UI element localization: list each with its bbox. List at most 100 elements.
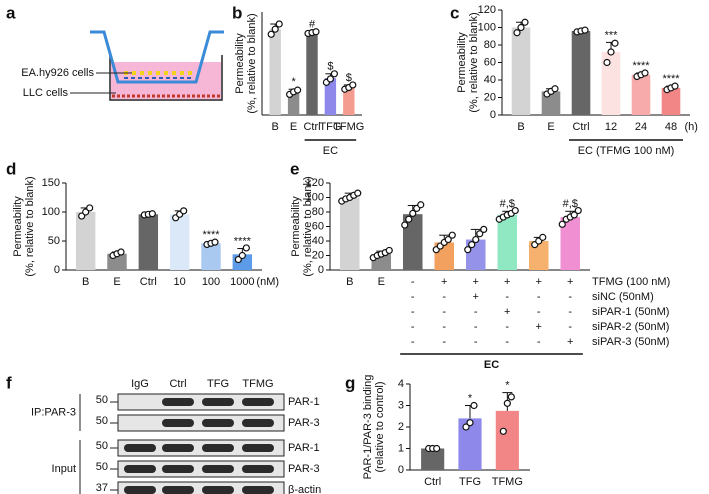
band [162,444,194,452]
y-tick-label: 4 [398,378,404,390]
y-tick-label: 100 [478,21,496,33]
panel-label: d [6,159,16,178]
condition-mark: - [411,291,415,303]
band [242,444,274,452]
y-tick-label: 60 [312,220,324,232]
significance: $ [327,61,333,73]
panel-label: g [345,373,355,392]
data-point [312,28,320,36]
data-point [444,235,452,244]
y-axis-label: PAR-1/PAR-3 binding [362,375,374,480]
condition-mark: - [505,321,509,333]
panel-label: b [232,3,242,22]
bar [201,243,221,270]
y-tick-label: 0 [490,109,496,121]
condition-mark: + [567,276,573,288]
x-tick-label: B [272,121,279,133]
data-point [539,233,547,241]
significance: * [505,380,510,392]
significance: **** [234,235,252,247]
bar [343,87,355,115]
data-point [433,444,441,453]
x-tick-label: E [290,121,297,133]
data-point [517,23,525,32]
y-tick-label: 60 [484,56,496,68]
data-point [405,215,413,223]
x-tick-label: Ctrl [572,121,589,133]
bar [269,29,281,116]
band [202,444,234,452]
condition-mark: + [567,336,573,348]
significance: * [291,76,296,88]
protein-label: PAR-1 [288,396,320,408]
y-axis-label: (%, relative to blank) [246,13,258,113]
data-point [294,86,302,94]
significance: $ [346,72,352,84]
data-point [611,39,619,47]
x-tick-label: TFG [459,476,481,488]
bar [497,214,518,270]
x-tick-label: 12 [605,121,617,133]
y-tick-label: 80 [312,206,324,218]
data-point [558,220,566,228]
band [202,398,234,406]
y-tick-label: 120 [478,4,496,16]
data-point [326,75,334,83]
bar [511,27,531,115]
data-point [117,248,125,256]
y-axis-label: Permeability [290,196,302,257]
bar [324,78,337,115]
mw-label: 50 [96,415,108,427]
panel-label: a [6,3,16,22]
y-tick-label: 120 [306,177,324,189]
data-point [385,246,393,255]
condition-mark: - [568,306,572,318]
x-unit: (nM) [256,276,279,288]
y-axis-label: Permeability [234,33,246,94]
group-name: Input [52,463,76,475]
y-axis-label: Permeability [12,196,24,257]
x-tick-label: E [378,276,385,288]
panel-label: e [290,159,299,178]
data-point [417,201,425,209]
band [162,486,194,494]
condition-mark: - [568,291,572,303]
data-point [238,251,246,260]
x-tick-label: 100 [202,276,220,288]
condition-mark: + [536,276,542,288]
condition-name: siPAR-1 (50nM) [592,306,669,318]
panel-label: c [450,3,459,22]
protein-label: PAR-1 [288,442,320,454]
data-point [464,246,472,254]
data-point [671,82,679,90]
band [242,398,274,406]
y-axis-label: (%, relative to blank) [24,176,36,276]
data-point [513,29,521,37]
data-point [271,25,279,33]
x-tick-label: 24 [635,121,647,133]
condition-name: siPAR-2 (50nM) [592,321,669,333]
data-point [468,241,476,249]
band [242,486,274,494]
significance: *** [605,29,619,41]
data-point [581,26,589,34]
y-axis-label: (%, relative to blank) [302,176,314,276]
y-axis-label: (relative to control) [374,381,386,472]
bar [402,214,423,270]
condition-name: siNC (50nM) [592,291,654,303]
condition-mark: - [474,336,478,348]
data-point [470,401,478,410]
data-point [503,399,511,407]
y-tick-label: 3 [398,399,404,411]
condition-mark: - [474,321,478,333]
data-point [330,70,338,78]
x-tick-label: 1000 [230,276,254,288]
band [124,444,156,452]
group-label: EC [323,145,338,157]
significance: **** [632,60,650,72]
x-unit: (h) [685,121,698,133]
bar [421,448,445,470]
condition-mark: - [505,291,509,303]
condition-mark: + [504,276,510,288]
condition-mark: + [536,321,542,333]
